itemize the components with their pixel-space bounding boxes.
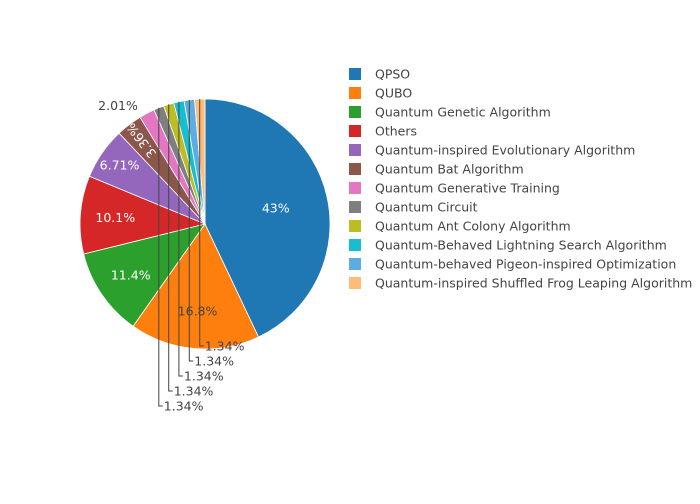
leader-line-10: [188, 99, 194, 362]
legend-item-0[interactable]: QPSO: [349, 67, 410, 82]
legend-label-8: Quantum Ant Colony Algorithm: [375, 219, 571, 234]
legend-label-2: Quantum Genetic Algorithm: [375, 105, 551, 120]
legend-label-3: Others: [375, 124, 417, 139]
pie-slice-3[interactable]: [79, 175, 207, 255]
legend-item-4[interactable]: Quantum-inspired Evolutionary Algorithm: [349, 143, 635, 158]
leader-line-9: [178, 101, 183, 377]
legend: QPSO QUBO Quantum Genetic Algorithm Others Q…: [349, 67, 692, 291]
legend-label-0: QPSO: [375, 67, 410, 82]
legend-swatch-3: [349, 125, 361, 137]
legend-item-6[interactable]: Quantum Generative Training: [349, 181, 560, 196]
legend-label-9: Quantum-Behaved Lightning Search Algorit…: [375, 238, 667, 253]
pie-slices: [79, 98, 331, 350]
pie-slice-2[interactable]: [83, 223, 206, 327]
legend-item-3[interactable]: Others: [349, 124, 417, 139]
slice-label-6: 2.01%: [98, 98, 138, 113]
pie-slice-0[interactable]: [204, 98, 331, 338]
legend-swatch-0: [349, 68, 361, 80]
legend-swatch-9: [349, 239, 361, 251]
legend-label-7: Quantum Circuit: [375, 200, 478, 215]
slice-label-9: 1.34%: [184, 369, 224, 384]
slice-label-0: 43%: [262, 201, 290, 216]
leader-line-7: [158, 107, 163, 407]
slice-label-1: 16.8%: [178, 304, 218, 319]
legend-swatch-10: [349, 258, 361, 270]
legend-item-1[interactable]: QUBO: [349, 86, 412, 101]
slice-label-10: 1.34%: [194, 354, 234, 369]
legend-label-4: Quantum-inspired Evolutionary Algorithm: [375, 143, 635, 158]
legend-swatch-2: [349, 106, 361, 118]
legend-item-8[interactable]: Quantum Ant Colony Algorithm: [349, 219, 571, 234]
leader-line-11: [199, 99, 204, 347]
slice-label-11: 1.34%: [205, 339, 245, 354]
legend-swatch-6: [349, 182, 361, 194]
pie-slice-1[interactable]: [132, 223, 259, 350]
leader-line-8: [168, 104, 173, 392]
legend-item-7[interactable]: Quantum Circuit: [349, 200, 478, 215]
outside-labels: 2.01%1.34%1.34%1.34%1.34%1.34%: [98, 98, 244, 413]
legend-label-10: Quantum-behaved Pigeon-inspired Optimiza…: [375, 257, 676, 272]
slice-label-3: 10.1%: [95, 210, 135, 225]
legend-label-6: Quantum Generative Training: [375, 181, 560, 196]
legend-swatch-5: [349, 163, 361, 175]
legend-item-5[interactable]: Quantum Bat Algorithm: [349, 162, 524, 177]
legend-swatch-1: [349, 87, 361, 99]
legend-item-2[interactable]: Quantum Genetic Algorithm: [349, 105, 551, 120]
legend-label-1: QUBO: [375, 86, 412, 101]
legend-swatch-4: [349, 144, 361, 156]
legend-label-5: Quantum Bat Algorithm: [375, 162, 524, 177]
slice-label-8: 1.34%: [174, 384, 214, 399]
legend-item-11[interactable]: Quantum-inspired Shuffled Frog Leaping A…: [349, 276, 692, 291]
legend-item-9[interactable]: Quantum-Behaved Lightning Search Algorit…: [349, 238, 667, 253]
legend-label-11: Quantum-inspired Shuffled Frog Leaping A…: [375, 276, 692, 291]
legend-item-10[interactable]: Quantum-behaved Pigeon-inspired Optimiza…: [349, 257, 676, 272]
legend-swatch-11: [349, 277, 361, 289]
slice-label-4: 6.71%: [100, 158, 140, 173]
slice-label-2: 11.4%: [111, 267, 151, 282]
legend-swatch-7: [349, 201, 361, 213]
legend-swatch-8: [349, 220, 361, 232]
slice-label-7: 1.34%: [164, 399, 204, 414]
